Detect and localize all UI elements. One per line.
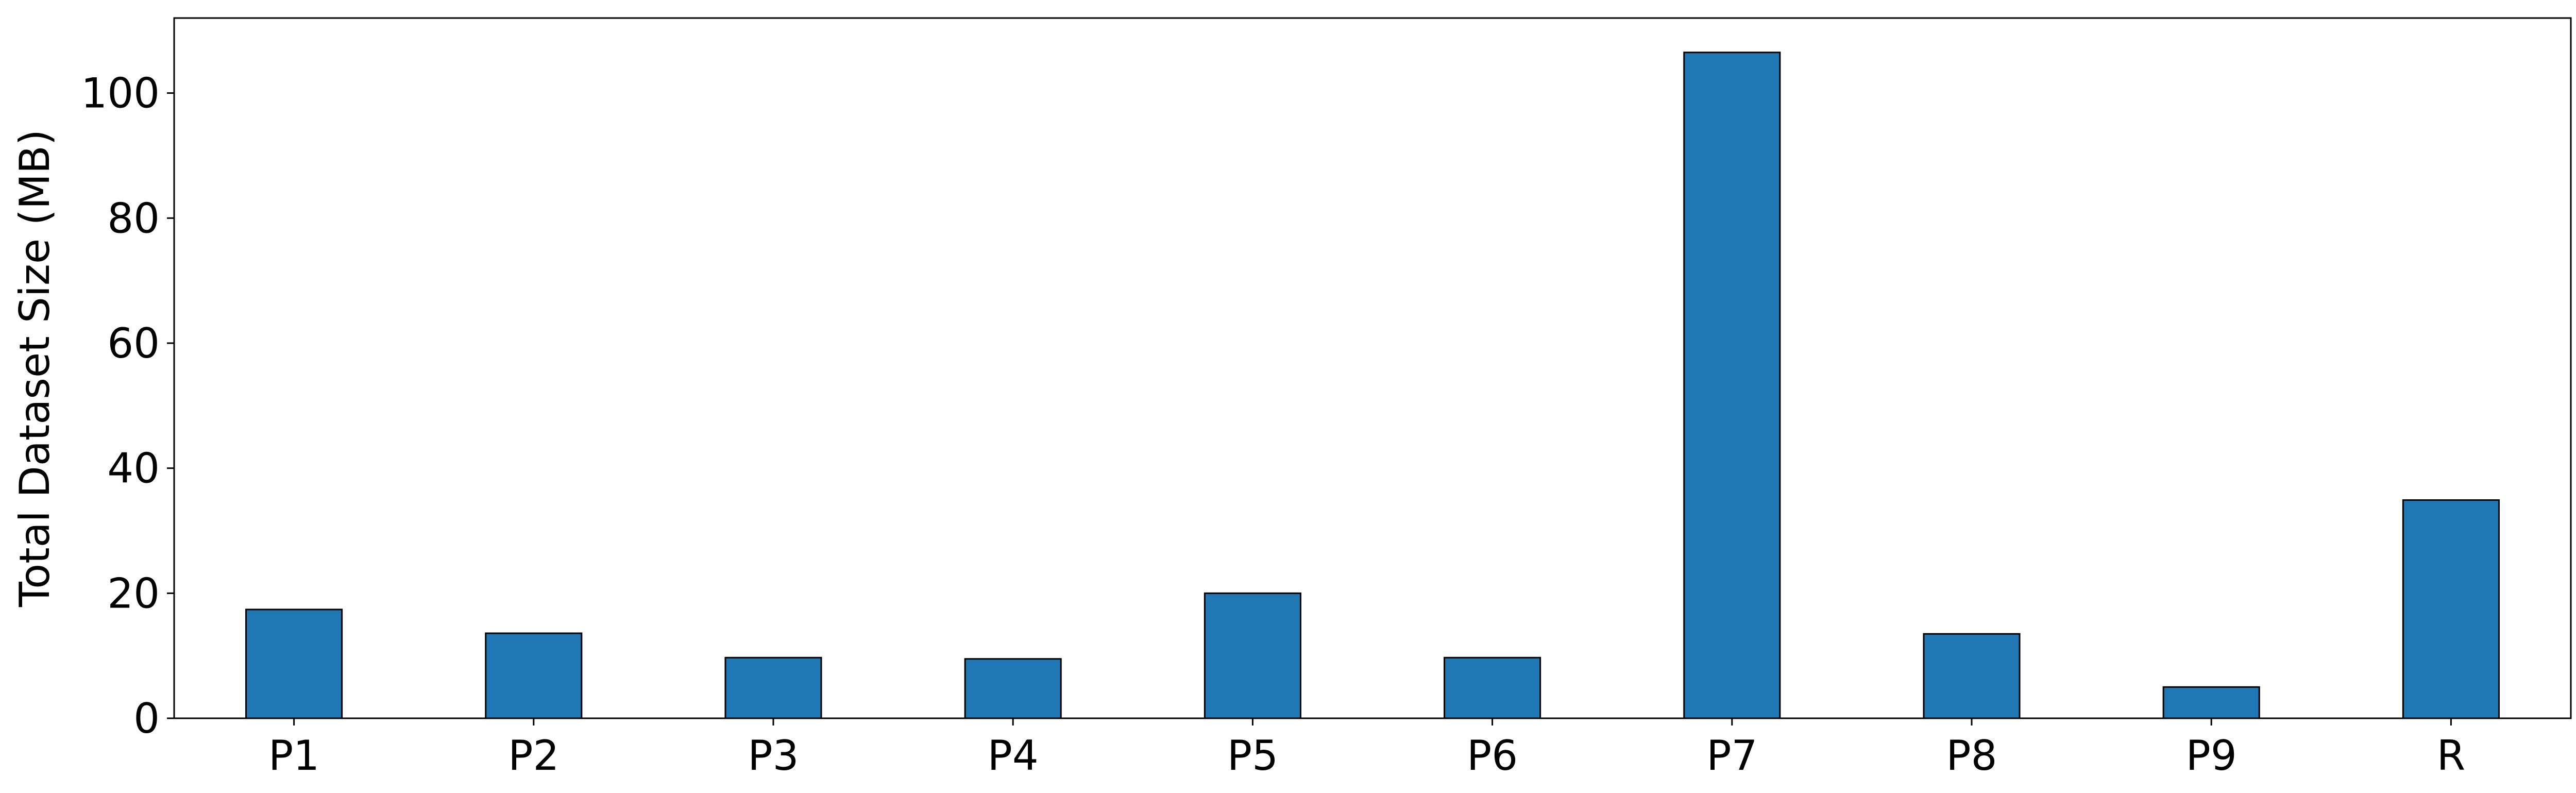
bar-p2 [485, 632, 583, 719]
y-axis: 0 20 40 60 80 100 [81, 70, 174, 743]
y-tick-label: 0 [133, 695, 160, 743]
x-tick-label: P9 [2186, 732, 2237, 780]
bar-p3 [724, 656, 822, 719]
x-tick-label: P7 [1706, 732, 1757, 780]
x-tick-label: P1 [268, 732, 319, 780]
bar-p1 [245, 609, 343, 719]
y-tick-label: 80 [107, 194, 160, 242]
y-tick-label: 100 [81, 70, 160, 117]
x-tick-label: P2 [508, 732, 559, 780]
y-tick-label: 60 [107, 319, 160, 367]
plot-frame [173, 17, 2572, 719]
bar-p7 [1683, 52, 1781, 719]
x-axis: P1 P2 P3 P4 P5 P6 P7 P8 P9 R [268, 718, 2465, 780]
y-axis-label: Total Dataset Size (MB) [11, 129, 59, 608]
bars-group [245, 52, 2500, 719]
bar-p8 [1923, 633, 2021, 719]
y-tick-label: 40 [107, 445, 160, 493]
x-tick-label: R [2437, 732, 2466, 780]
x-tick-label: P6 [1467, 732, 1518, 780]
bar-p6 [1444, 656, 1541, 719]
bar-p5 [1204, 592, 1301, 719]
x-tick-label: P3 [748, 732, 799, 780]
bar-r [2402, 499, 2500, 719]
bar-p4 [964, 658, 1062, 719]
bar-p9 [2162, 686, 2260, 719]
x-tick-label: P5 [1227, 732, 1278, 780]
x-tick-label: P8 [1946, 732, 1997, 780]
y-tick-label: 20 [107, 569, 160, 617]
x-tick-label: P4 [988, 732, 1039, 780]
